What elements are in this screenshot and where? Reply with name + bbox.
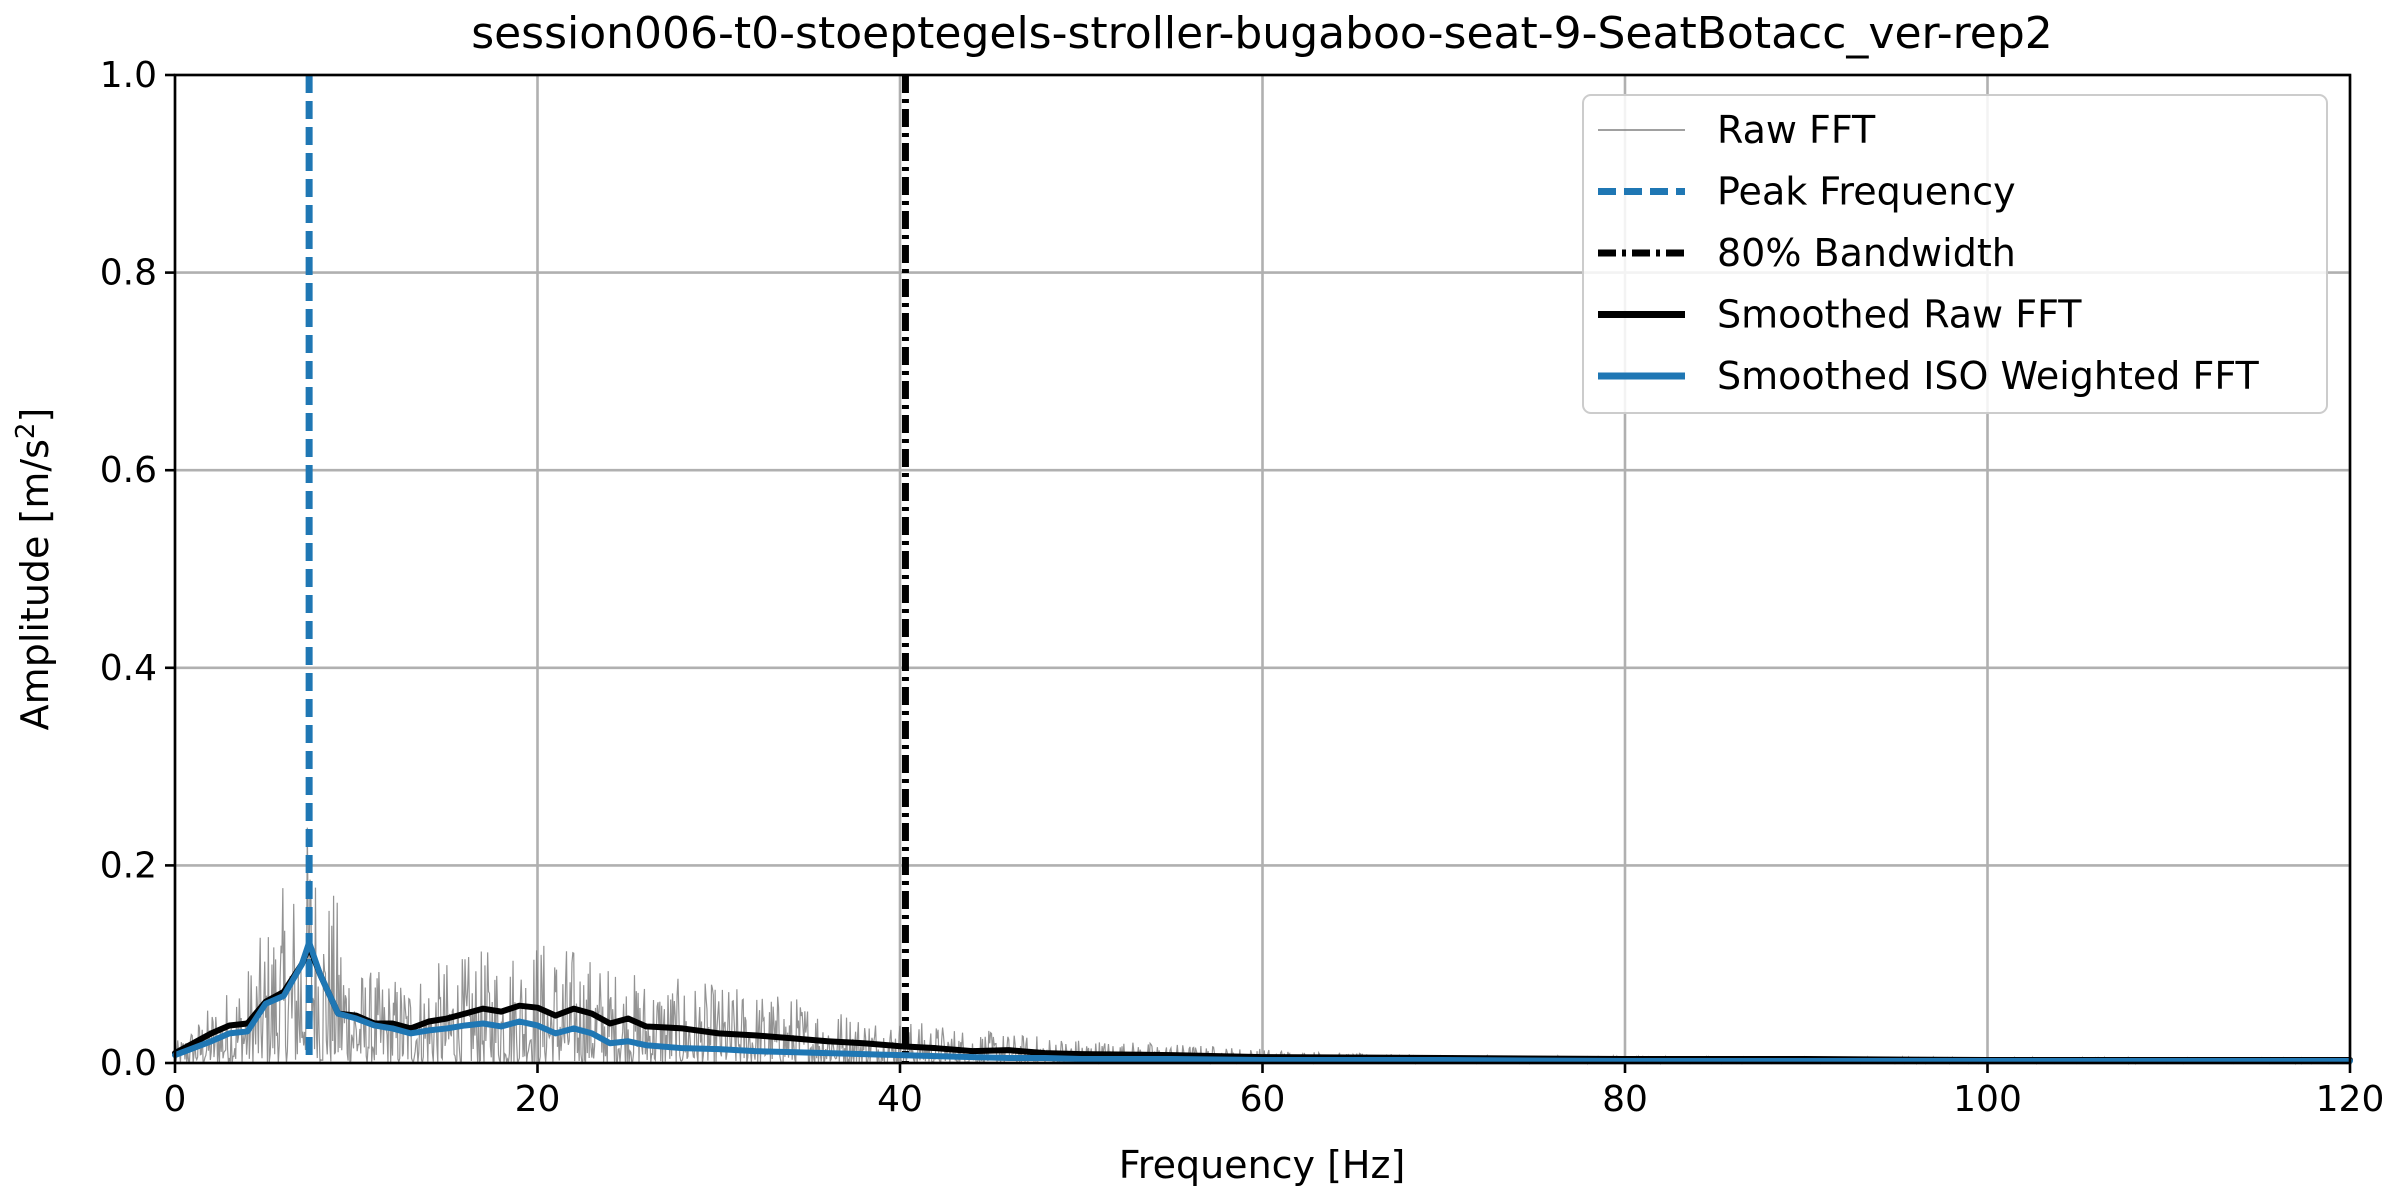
legend-label-smoothed-iso-weighted-fft: Smoothed ISO Weighted FFT (1717, 354, 2260, 398)
reference-lines (305, 75, 909, 1063)
smoothed-iso-weighted-fft-line (172, 939, 2353, 1065)
legend: Raw FFT Peak Frequency 80% Bandwidth Smooth… (1582, 94, 2328, 414)
y-axis-label-end: ] (13, 408, 57, 423)
y-axis-label-main: Amplitude [m/s (13, 439, 57, 730)
y-axis-label: Amplitude [m/s2] (11, 408, 57, 731)
y-tick-label: 0.6 (100, 450, 157, 491)
x-tick-label: 80 (1602, 1079, 1648, 1120)
legend-label-raw-fft: Raw FFT (1717, 108, 1876, 152)
x-tick-label: 40 (877, 1079, 923, 1120)
x-tick-label: 20 (515, 1079, 561, 1120)
legend-label-smoothed-raw-fft: Smoothed Raw FFT (1717, 293, 2082, 337)
x-tick-label: 100 (1953, 1079, 2022, 1120)
y-axis-ticks: 0.0 0.2 0.4 0.6 0.8 1.0 (100, 55, 175, 1084)
x-tick-label: 0 (164, 1079, 187, 1120)
legend-box (1582, 94, 2328, 414)
y-tick-label: 0.2 (100, 845, 157, 886)
x-tick-label: 60 (1240, 1079, 1286, 1120)
y-tick-label: 0.4 (100, 648, 157, 689)
smoothed-series (172, 939, 2353, 1065)
y-tick-label: 0.8 (100, 253, 157, 294)
legend-label-peak-frequency: Peak Frequency (1717, 170, 2016, 214)
x-axis-label: Frequency [Hz] (1119, 1143, 1406, 1187)
x-axis-ticks: 0 20 40 60 80 100 120 (164, 1063, 2385, 1120)
chart-title: session006-t0-stoeptegels-stroller-bugab… (471, 8, 2053, 59)
y-tick-label: 1.0 (100, 55, 157, 96)
x-tick-label: 120 (2316, 1079, 2385, 1120)
legend-label-80-bandwidth: 80% Bandwidth (1717, 231, 2016, 275)
y-axis-label-superscript: 2 (11, 423, 41, 440)
y-tick-label: 0.0 (100, 1043, 157, 1084)
